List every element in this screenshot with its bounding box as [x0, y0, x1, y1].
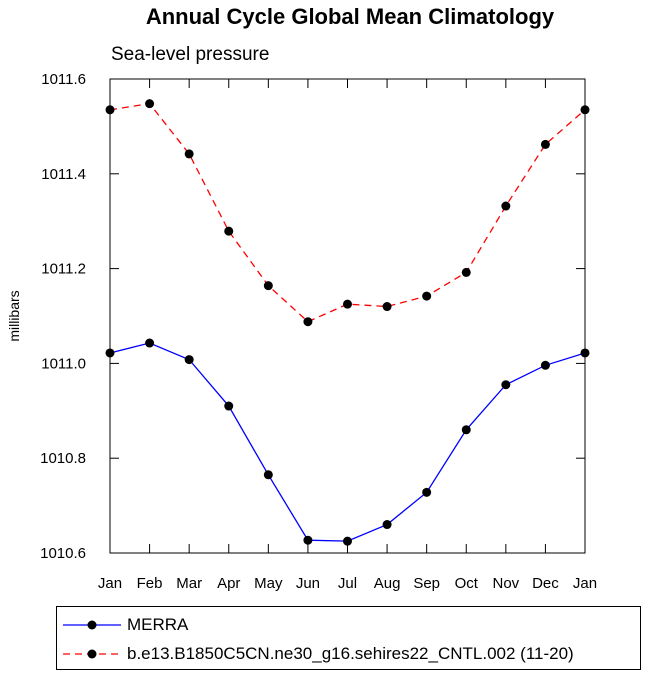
- series-1-point: [303, 317, 313, 327]
- legend-swatch-model: [63, 649, 121, 659]
- x-tick-label: May: [254, 575, 283, 592]
- series-0-point: [263, 470, 273, 480]
- series-0-point: [422, 487, 432, 497]
- chart-subtitle: Sea-level pressure: [111, 44, 269, 65]
- chart: Annual Cycle Global Mean Climatology Sea…: [6, 4, 597, 592]
- x-tick-label: Jul: [338, 575, 357, 592]
- y-tick-label: 1011.4: [41, 166, 86, 183]
- y-tick-label: 1011.0: [41, 355, 86, 372]
- series-1-point: [422, 291, 432, 301]
- y-axis-label: millibars: [6, 290, 22, 341]
- series-0-point: [224, 401, 234, 411]
- series-0-point: [461, 425, 471, 435]
- series-0-point: [145, 338, 155, 348]
- legend-label-model: b.e13.B1850C5CN.ne30_g16.sehires22_CNTL.…: [127, 644, 574, 663]
- series-0-point: [303, 535, 313, 545]
- series-0-point: [540, 360, 550, 370]
- x-tick-label: Oct: [455, 575, 479, 592]
- y-tick-label: 1010.8: [40, 450, 86, 467]
- series-1-point: [540, 139, 550, 149]
- series-1-point: [343, 299, 352, 309]
- legend-swatch-merra: [63, 620, 121, 630]
- series-1-point: [105, 105, 115, 115]
- legend: MERRA b.e13.B1850C5CN.ne30_g16.sehires22…: [56, 606, 641, 670]
- series-1-point: [580, 105, 590, 115]
- series-1-point: [224, 226, 234, 236]
- series-1-point: [461, 267, 471, 277]
- x-tick-label: Sep: [413, 575, 440, 592]
- x-tick-label: Mar: [176, 575, 202, 592]
- legend-entry-merra: MERRA: [57, 613, 640, 637]
- legend-label-merra: MERRA: [127, 615, 189, 634]
- series-0-point: [105, 348, 115, 358]
- series-1-point: [501, 201, 511, 211]
- series-line-1: [109, 102, 586, 323]
- x-tick-label: Jun: [296, 575, 320, 592]
- series-1-point: [263, 281, 273, 291]
- x-tick-label: Jan: [98, 575, 122, 592]
- x-tick-label: Feb: [137, 575, 163, 592]
- series-0-point: [382, 520, 392, 530]
- series-1-point: [145, 99, 155, 109]
- y-tick-label: 1010.6: [40, 545, 86, 562]
- series-0-point: [343, 536, 352, 546]
- series-1-point: [382, 302, 392, 312]
- series-0-point: [580, 348, 590, 358]
- x-tick-label: Apr: [217, 575, 240, 592]
- series-1-point: [184, 149, 194, 159]
- x-tick-label: Aug: [374, 575, 401, 592]
- plot-frame: [109, 78, 586, 554]
- x-tick-label: Jan: [573, 575, 597, 592]
- y-tick-label: 1011.6: [41, 71, 86, 88]
- series-line-0: [109, 342, 586, 542]
- legend-entry-model: b.e13.B1850C5CN.ne30_g16.sehires22_CNTL.…: [57, 642, 640, 666]
- y-tick-label: 1011.2: [41, 261, 86, 278]
- x-tick-label: Nov: [492, 575, 519, 592]
- chart-title: Annual Cycle Global Mean Climatology: [146, 4, 555, 29]
- series-0-point: [501, 380, 511, 390]
- series-0-point: [184, 355, 194, 365]
- x-tick-label: Dec: [532, 575, 559, 592]
